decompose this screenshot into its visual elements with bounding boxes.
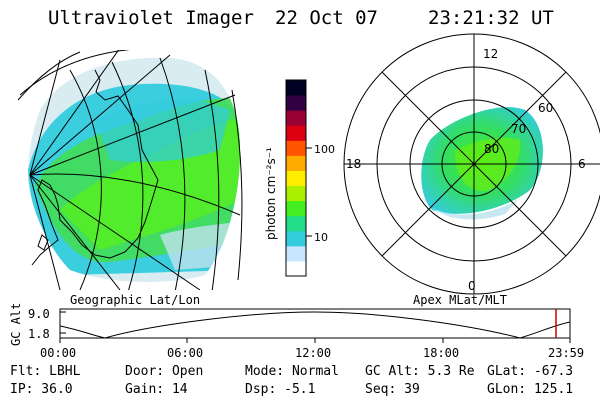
altitude-curve <box>59 311 571 339</box>
colorbar-gradient <box>286 80 306 277</box>
colorbar-unit-label: photon cm⁻²s⁻¹ <box>264 147 278 240</box>
altitude-ytick-bottom: 1.8 <box>28 327 50 341</box>
colorbar-segment <box>286 170 306 187</box>
altitude-xticks: 00:00 06:00 12:00 18:00 23:59 <box>40 338 584 360</box>
altitude-xtick-label: 12:00 <box>295 346 331 360</box>
polar-plot-panel: 12 18 6 0 60 70 80 <box>343 33 600 295</box>
colorbar-segment <box>286 260 306 277</box>
colorbar: 100 10 photon cm⁻²s⁻¹ <box>264 79 335 277</box>
mlat-60-label: 60 <box>538 101 553 115</box>
mlt-12-label: 12 <box>483 47 498 61</box>
seq-info: Seq: 39 <box>365 382 420 397</box>
door-info: Door: Open <box>125 364 204 379</box>
altitude-xtick-label: 06:00 <box>167 346 203 360</box>
time-label: 23:21:32 UT <box>428 7 554 29</box>
mode-info: Mode: Normal <box>245 364 339 379</box>
mlat-80-label: 80 <box>484 142 499 156</box>
mlt-0-label: 0 <box>468 279 476 293</box>
glon-info: GLon: 125.1 <box>487 382 574 397</box>
gc-alt-info: GC Alt: 5.3 Re <box>365 364 475 379</box>
colorbar-segment <box>286 245 306 262</box>
altitude-xtick-label: 18:00 <box>423 346 459 360</box>
ip-info: IP: 36.0 <box>10 382 73 397</box>
altitude-ytick-top: 9.0 <box>28 307 50 321</box>
colorbar-segment <box>286 230 306 247</box>
colorbar-segment <box>286 95 306 111</box>
colorbar-segment <box>286 185 306 202</box>
colorbar-segment <box>286 140 306 156</box>
mlt-6-label: 6 <box>578 157 586 171</box>
left-panel-caption: Geographic Lat/Lon <box>70 293 200 307</box>
altitude-plot: GC Alt 9.0 1.8 00:00 06:00 12:00 18:00 23:59 <box>9 303 584 360</box>
colorbar-segment <box>286 125 306 141</box>
colorbar-tick-10: 10 <box>314 231 328 244</box>
colorbar-segment <box>286 155 306 171</box>
altitude-xtick-label: 23:59 <box>548 346 584 360</box>
altitude-ylabel: GC Alt <box>9 303 23 346</box>
mlat-70-label: 70 <box>511 122 526 136</box>
flt-info: Flt: LBHL <box>10 364 81 379</box>
colorbar-segment <box>286 200 306 217</box>
colorbar-segment <box>286 110 306 126</box>
altitude-xtick-label: 00:00 <box>40 346 76 360</box>
gain-info: Gain: 14 <box>125 382 188 397</box>
mlt-18-label: 18 <box>346 157 361 171</box>
colorbar-segment <box>286 80 306 96</box>
instrument-title: Ultraviolet Imager <box>48 7 254 29</box>
right-panel-caption: Apex MLat/MLT <box>413 293 507 307</box>
geographic-image-panel <box>18 50 243 290</box>
dsp-info: Dsp: -5.1 <box>245 382 316 397</box>
colorbar-segment <box>286 215 306 232</box>
glat-info: GLat: -67.3 <box>487 364 574 379</box>
date-label: 22 Oct 07 <box>275 7 378 29</box>
colorbar-tick-100: 100 <box>314 143 335 156</box>
